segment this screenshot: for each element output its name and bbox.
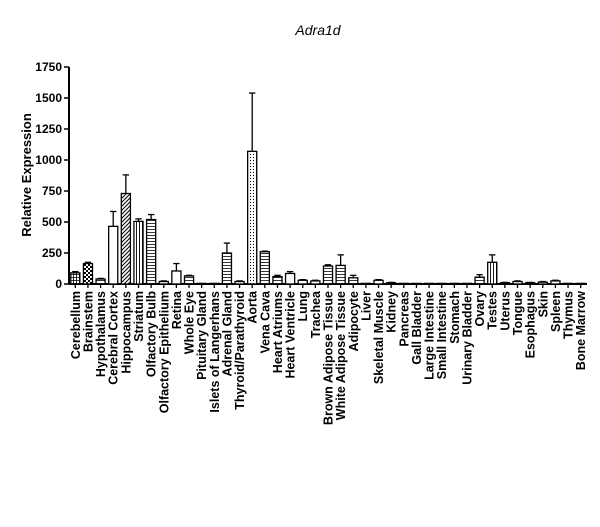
- category-label: Skin: [536, 291, 550, 317]
- category-label: Whole Eye: [183, 291, 197, 354]
- y-tick-label: 1000: [35, 153, 62, 167]
- y-axis-title: Relative Expression: [19, 113, 34, 237]
- bar-cerebral-cortex: [108, 225, 119, 285]
- bar-large-intestine: [423, 282, 435, 285]
- bar-spleen: [550, 280, 561, 285]
- category-label: Cerebral Cortex: [107, 291, 121, 385]
- category-label: Brown Adipose Tissue: [322, 291, 336, 425]
- bar-retina: [171, 270, 182, 285]
- chart-title: Adra1d: [295, 22, 341, 38]
- category-label: Skeletal Muscle: [372, 291, 386, 384]
- y-tick-label: 1500: [35, 91, 62, 105]
- category-label: Trachea: [309, 290, 323, 338]
- bar-olfactory-epithelium: [158, 280, 169, 285]
- bar-aorta: [246, 150, 258, 285]
- category-label: White Adipose Tissue: [334, 291, 348, 420]
- category-label: Ovary: [473, 291, 487, 326]
- y-tick-label: 0: [55, 277, 62, 291]
- bar-thyroid-parathyroid: [234, 280, 245, 285]
- y-tick-label: 750: [42, 184, 62, 198]
- category-label: Uterus: [498, 291, 512, 331]
- y-tick-label: 1250: [35, 122, 62, 136]
- y-tick-label: 500: [42, 215, 62, 229]
- category-label: Olfactory Bulb: [145, 291, 159, 377]
- bar-trachea: [310, 280, 321, 285]
- category-label: Thymus: [562, 291, 576, 339]
- category-label: Vena Cava: [258, 290, 272, 354]
- bar-liver: [360, 282, 372, 285]
- category-label: Esophagus: [524, 291, 538, 358]
- category-labels: CerebellumBrainstemHypothalamusCerebral …: [69, 290, 588, 425]
- bar-cerebellum: [70, 272, 81, 285]
- category-label: Heart Ventricle: [284, 291, 298, 379]
- category-label: Small Intestine: [435, 291, 449, 379]
- category-label: Adrenal Gland: [220, 291, 234, 376]
- bar-ovary: [474, 276, 485, 285]
- category-label: Aorta: [246, 290, 260, 324]
- category-label: Liver: [359, 291, 373, 321]
- category-label: Urinary Bladder: [460, 291, 474, 385]
- category-label: Large Intestine: [423, 291, 437, 380]
- category-label: Testes: [486, 291, 500, 330]
- category-label: Cerebellum: [69, 291, 83, 359]
- category-label: Striatum: [132, 291, 146, 342]
- bar-vena-cava: [259, 251, 271, 285]
- category-label: Kidney: [385, 291, 399, 333]
- category-label: Pituitary Gland: [195, 291, 209, 380]
- bar-skeletal-muscle: [373, 279, 384, 285]
- bar-islets-of-langerhans: [209, 282, 220, 285]
- category-label: Olfactory Epithelium: [157, 291, 171, 413]
- bar-heart-ventricle: [284, 272, 296, 285]
- y-tick-label: 250: [42, 246, 62, 260]
- category-label: Lung: [296, 291, 310, 322]
- category-label: Hippocampus: [119, 291, 133, 374]
- bar-skin: [537, 281, 548, 285]
- bar-tongue: [512, 280, 523, 285]
- bar-adipocyte: [348, 277, 359, 285]
- bar-gall-bladder: [411, 282, 422, 285]
- bar-heart-atriums: [272, 275, 283, 285]
- bar-small-intestine: [436, 282, 447, 285]
- bar-brown-adipose-tissue: [322, 265, 334, 285]
- bar-brainstem: [82, 262, 94, 285]
- bar-adrenal-gland: [221, 252, 233, 285]
- category-label: Pancreas: [397, 291, 411, 347]
- category-label: Heart Atriums: [271, 291, 285, 373]
- category-label: Gall Bladder: [410, 291, 424, 365]
- bar-bone-marrow: [575, 282, 586, 285]
- bar-urinary-bladder: [461, 282, 473, 285]
- category-label: Adipocyte: [347, 291, 361, 351]
- bar-white-adipose-tissue: [335, 264, 346, 285]
- bars: [70, 92, 586, 285]
- category-label: Islets of Langerhans: [208, 291, 222, 413]
- bar-pituitary-gland: [196, 282, 207, 285]
- bar-whole-eye: [183, 275, 195, 285]
- bar-pancreas: [398, 282, 410, 285]
- category-label: Tongue: [511, 291, 525, 335]
- category-label: Hypothalamus: [94, 291, 108, 377]
- bar-lung: [297, 279, 308, 285]
- category-label: Brainstem: [81, 291, 95, 352]
- bar-striatum: [133, 220, 144, 285]
- category-label: Stomach: [448, 291, 462, 344]
- category-label: Spleen: [549, 291, 563, 332]
- bar-thymus: [562, 282, 574, 285]
- category-label: Retina: [170, 290, 184, 329]
- bar-stomach: [449, 282, 460, 285]
- bar-hippocampus: [120, 192, 132, 285]
- bar-hypothalamus: [95, 278, 106, 285]
- bar-testes: [487, 261, 498, 285]
- category-label: Bone Marrow: [574, 291, 588, 370]
- category-label: Thyroid/Parathyroid: [233, 291, 247, 410]
- bar-olfactory-bulb: [145, 218, 157, 285]
- y-tick-label: 1750: [35, 60, 62, 74]
